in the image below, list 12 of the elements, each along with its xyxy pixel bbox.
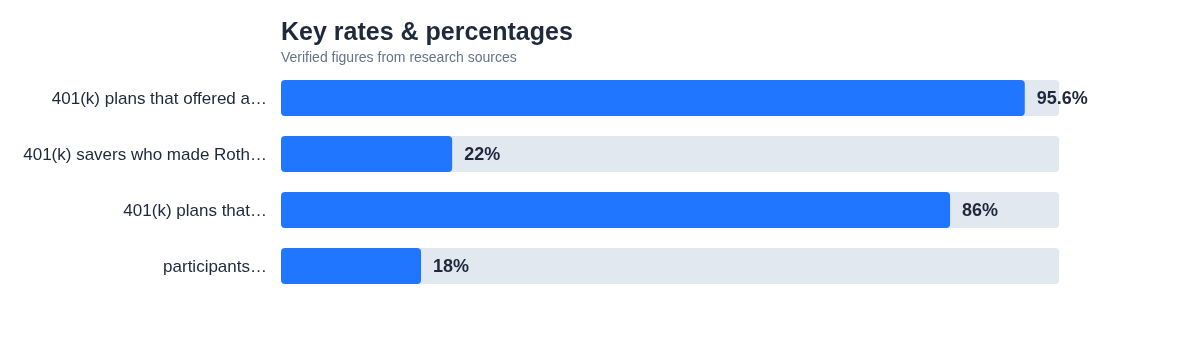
chart-title: Key rates & percentages	[281, 17, 573, 45]
data-label: 86%	[962, 200, 999, 221]
y-tick-label: 401(k) plans that…	[123, 200, 267, 220]
data-label: 18%	[433, 256, 470, 277]
y-tick-label: 401(k) savers who made Roth…	[23, 144, 267, 164]
data-label: 95.6%	[1036, 88, 1088, 109]
chart-subtitle: Verified figures from research sources	[281, 49, 517, 65]
bar	[281, 136, 453, 173]
y-tick-label: 401(k) plans that offered a…	[51, 89, 267, 109]
y-tick-label: participants…	[163, 256, 267, 276]
data-label: 22%	[464, 144, 501, 165]
bar	[281, 247, 422, 284]
